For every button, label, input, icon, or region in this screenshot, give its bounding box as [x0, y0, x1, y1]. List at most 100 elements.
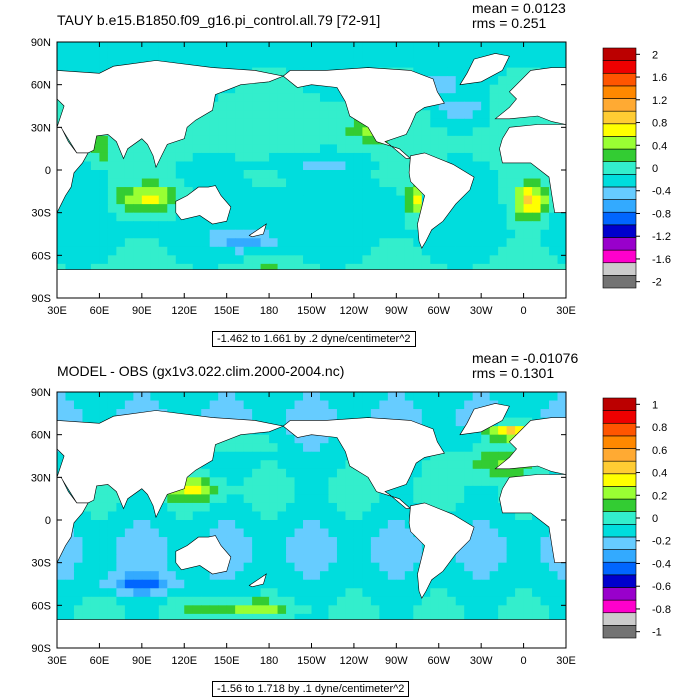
field-cell — [209, 409, 219, 419]
field-cell — [532, 409, 542, 419]
field-cell — [192, 579, 202, 589]
field-cell — [515, 596, 525, 606]
field-cell — [447, 101, 457, 111]
field-cell — [472, 263, 482, 273]
field-cell — [523, 554, 533, 564]
field-cell — [370, 221, 380, 231]
field-cell — [311, 50, 321, 60]
field-cell — [336, 392, 346, 402]
field-cell — [328, 178, 338, 188]
field-cell — [99, 42, 109, 52]
field-cell — [362, 161, 372, 171]
field-cell — [116, 579, 126, 589]
field-cell — [515, 579, 525, 589]
field-cell — [489, 571, 499, 581]
field-cell — [226, 528, 236, 538]
field-cell — [82, 170, 92, 180]
field-cell — [209, 255, 219, 265]
field-cell — [158, 596, 168, 606]
field-cell — [57, 204, 66, 214]
field-cell — [184, 537, 194, 547]
field-cell — [362, 50, 372, 60]
field-cell — [218, 93, 228, 103]
field-cell — [311, 59, 321, 69]
field-cell — [396, 596, 406, 606]
field-cell — [472, 468, 482, 478]
field-cell — [243, 93, 253, 103]
field-cell — [90, 502, 100, 512]
field-cell — [396, 135, 406, 145]
field-cell — [260, 434, 270, 444]
field-cell — [90, 229, 100, 239]
field-cell — [506, 263, 516, 273]
field-cell — [124, 212, 134, 222]
field-cell — [90, 170, 100, 180]
field-cell — [303, 579, 312, 589]
field-cell — [286, 118, 296, 128]
field-cell — [345, 528, 355, 538]
field-cell — [243, 409, 253, 419]
field-cell — [438, 221, 448, 231]
field-cell — [370, 596, 380, 606]
field-cell — [269, 392, 279, 402]
field-cell — [421, 605, 431, 615]
range-label: -1.56 to 1.718 by .1 dyne/centimeter^2 — [212, 681, 410, 697]
field-cell — [379, 494, 389, 504]
field-cell — [82, 161, 92, 171]
field-cell — [328, 451, 338, 461]
field-cell — [150, 178, 160, 188]
field-cell — [549, 468, 559, 478]
field-cell — [438, 127, 448, 137]
field-cell — [192, 263, 202, 273]
field-cell — [413, 409, 423, 419]
field-cell — [489, 554, 499, 564]
field-cell — [370, 246, 380, 256]
field-cell — [73, 255, 83, 265]
field-cell — [413, 400, 423, 410]
field-cell — [116, 42, 126, 52]
field-cell — [90, 263, 100, 273]
field-cell — [523, 42, 533, 52]
field-cell — [438, 135, 448, 145]
field-cell — [243, 494, 253, 504]
field-cell — [404, 613, 414, 623]
field-cell — [201, 605, 211, 615]
field-cell — [447, 426, 457, 436]
field-cell — [82, 255, 92, 265]
field-cell — [396, 170, 406, 180]
field-cell — [218, 409, 228, 419]
field-cell — [133, 400, 143, 410]
field-cell — [379, 195, 389, 205]
field-cell — [269, 161, 279, 171]
continent-shape — [494, 67, 566, 125]
field-cell — [404, 537, 414, 547]
field-cell — [362, 255, 372, 265]
colorbar-swatch — [602, 148, 637, 162]
field-cell — [277, 596, 287, 606]
field-cell — [243, 554, 253, 564]
field-cell — [489, 255, 499, 265]
field-cell — [387, 571, 397, 581]
field-cell — [184, 178, 194, 188]
field-cell — [336, 596, 346, 606]
field-cell — [455, 152, 465, 162]
field-cell — [201, 229, 211, 239]
field-cell — [124, 554, 134, 564]
field-cell — [235, 562, 245, 572]
field-cell — [209, 59, 219, 69]
field-cell — [336, 195, 346, 205]
field-cell — [252, 221, 262, 231]
field-cell — [124, 562, 134, 572]
field-cell — [99, 554, 109, 564]
field-cell — [311, 221, 321, 231]
field-cell — [133, 178, 143, 188]
field-cell — [472, 42, 482, 52]
x-tick-label: 180 — [260, 305, 278, 317]
field-cell — [107, 392, 117, 402]
field-cell — [353, 520, 363, 530]
field-cell — [540, 195, 550, 205]
field-cell — [82, 579, 92, 589]
field-cell — [472, 127, 482, 137]
field-cell — [116, 170, 126, 180]
field-cell — [353, 178, 363, 188]
